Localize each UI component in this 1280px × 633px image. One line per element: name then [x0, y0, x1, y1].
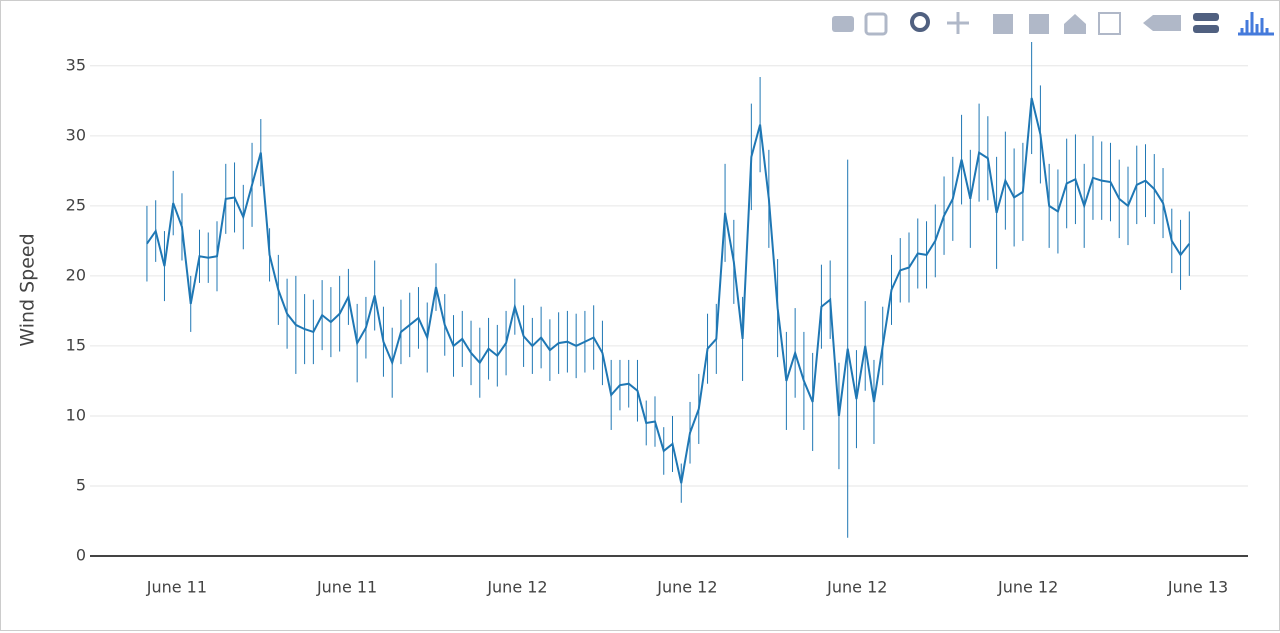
x-tick-label: June 12: [826, 578, 887, 597]
modebar[interactable]: [832, 12, 1274, 36]
x-tick-label: June 13: [1167, 578, 1228, 597]
home-icon[interactable]: [1064, 14, 1086, 34]
plotly-logo[interactable]: [1238, 12, 1274, 36]
line: [146, 97, 1191, 484]
y-tick-label: 10: [66, 405, 86, 424]
x-tick-label: June 12: [656, 578, 717, 597]
y-tick-label: 5: [76, 475, 86, 494]
y-axis-title: Wind Speed: [17, 233, 39, 346]
y-tick-label: 35: [66, 55, 86, 74]
x-tick-label: June 11: [146, 578, 207, 597]
y-tick-label: 15: [66, 335, 86, 354]
y-tick-label: 0: [76, 546, 86, 565]
x-tick-label: June 12: [997, 578, 1058, 597]
autoscale-icon[interactable]: [1098, 12, 1121, 35]
camera-icon[interactable]: [832, 16, 854, 32]
x-tick-label: June 12: [486, 578, 547, 597]
hover-closest-icon[interactable]: [1193, 13, 1219, 21]
zoom-in-icon[interactable]: [993, 14, 1013, 34]
spike-icon[interactable]: [1143, 15, 1181, 31]
y-tick-label: 25: [66, 195, 86, 214]
hover-compare-icon[interactable]: [1193, 25, 1219, 33]
save-icon[interactable]: [864, 12, 888, 36]
y-tick-label: 20: [66, 265, 86, 284]
y-tick-label: 30: [66, 125, 86, 144]
zoom-out-icon[interactable]: [1029, 14, 1049, 34]
x-tick-label: June 11: [316, 578, 377, 597]
pan-icon[interactable]: [947, 12, 969, 34]
zoom-icon[interactable]: [910, 12, 930, 32]
